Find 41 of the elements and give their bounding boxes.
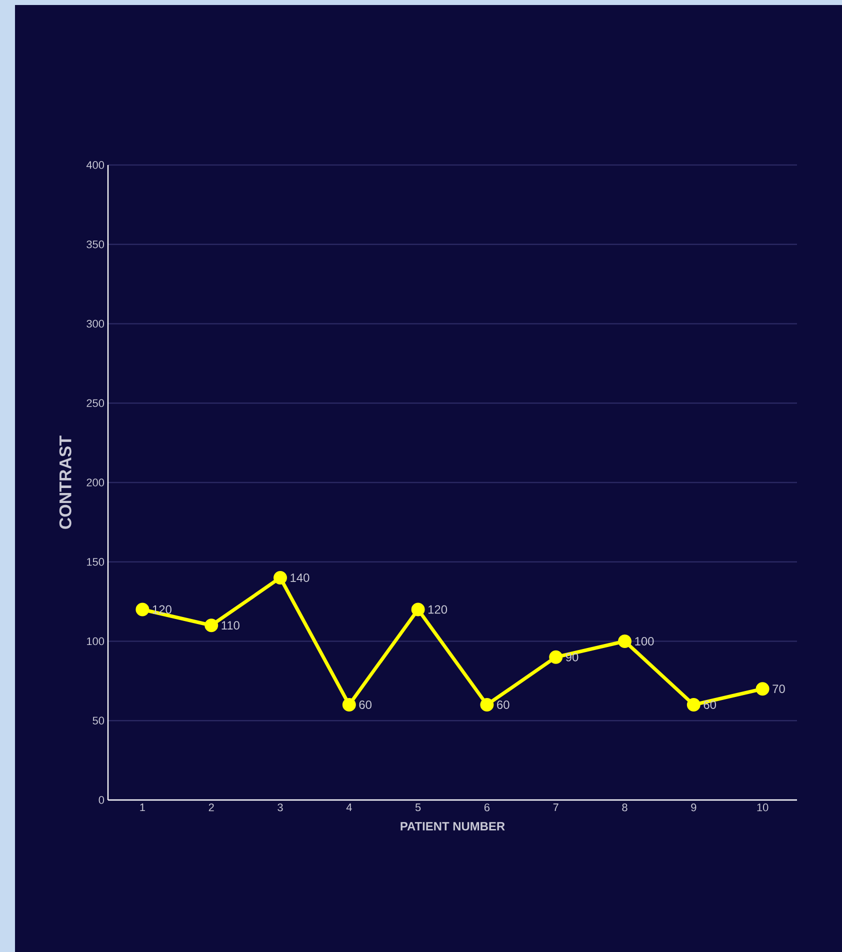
x-tick-label: 4 (346, 804, 352, 812)
point (480, 698, 494, 712)
y-tick-label: 100 (87, 637, 104, 646)
data-label: 110 (222, 621, 240, 630)
data-label: 100 (635, 637, 654, 646)
x-tick-label: 7 (553, 804, 558, 812)
point (756, 682, 770, 696)
data-label: 120 (152, 605, 172, 614)
y-tick-label: 250 (86, 399, 104, 407)
y-tick-label: 350 (86, 240, 104, 248)
x-tick-label: 5 (415, 804, 421, 812)
point (204, 618, 218, 632)
x-tick-label: 9 (691, 804, 696, 812)
x-tick-label: 3 (278, 804, 283, 812)
x-tick-label: 10 (757, 804, 768, 812)
point (342, 698, 356, 712)
data-label: 60 (497, 700, 510, 709)
data-label: 60 (704, 700, 716, 709)
x-tick-label: 6 (484, 804, 490, 812)
data-label: 140 (290, 574, 310, 582)
point (618, 634, 632, 648)
data-label: 70 (772, 684, 785, 694)
point (686, 698, 700, 712)
data-label: 90 (566, 652, 578, 662)
x-tick-label: 2 (208, 804, 214, 812)
point (411, 602, 425, 616)
point (136, 602, 150, 616)
x-axis-title: PATIENT NUMBER (400, 822, 505, 830)
data-label: 60 (359, 700, 372, 709)
y-axis-title: CONTRAST (59, 436, 72, 529)
y-tick-label: 200 (86, 478, 104, 486)
data-label: 120 (428, 605, 448, 614)
y-tick-label: 0 (98, 796, 104, 804)
y-tick-label: 50 (92, 716, 104, 724)
y-tick-label: 300 (86, 320, 104, 328)
x-tick-label: 8 (622, 804, 628, 812)
point (549, 650, 563, 664)
x-tick-label: 1 (140, 804, 145, 812)
y-tick-label: 150 (87, 558, 104, 566)
point (274, 571, 287, 584)
y-tick-label: 400 (86, 161, 104, 169)
